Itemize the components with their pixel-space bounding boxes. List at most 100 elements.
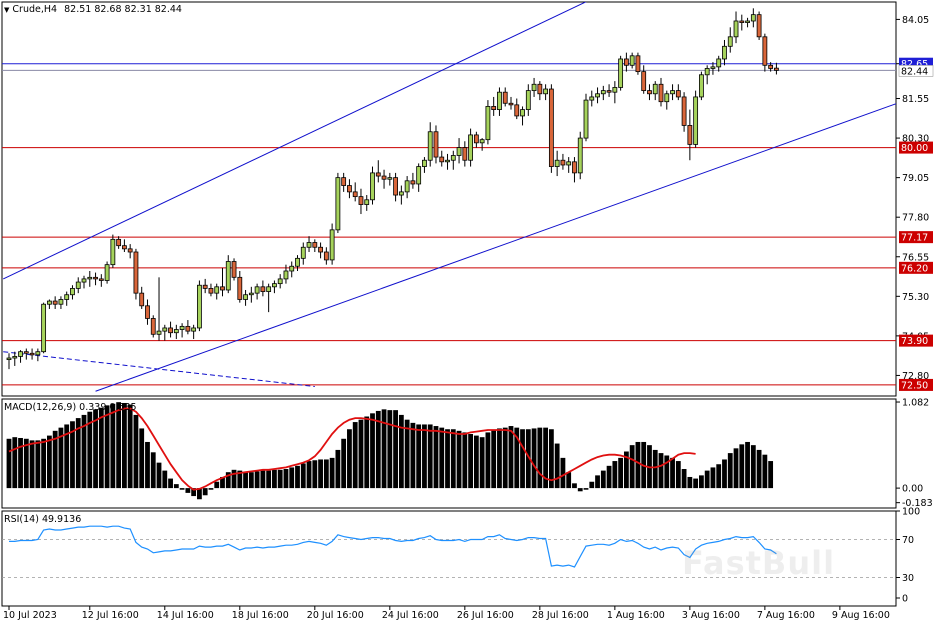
price-panel <box>2 2 896 392</box>
macd-bar <box>427 424 433 489</box>
candle-body-down <box>675 90 681 98</box>
level-tag-label: 72.50 <box>901 380 928 391</box>
macd-bar <box>341 438 347 489</box>
candle-body-down <box>768 64 774 69</box>
macd-bar <box>358 419 364 489</box>
macd-bar <box>202 488 208 496</box>
macd-bar <box>23 438 29 489</box>
macd-frame <box>1 398 897 509</box>
candle <box>606 84 612 97</box>
candle-body-up <box>520 109 525 117</box>
candle <box>445 153 450 170</box>
candle-body-down <box>122 245 127 250</box>
candle-body-up <box>70 288 75 296</box>
candle-body-down <box>756 14 762 38</box>
macd-bar <box>433 426 439 489</box>
candle <box>162 324 168 341</box>
macd-bar <box>635 441 641 489</box>
macd-bar <box>347 429 352 489</box>
macd-bar <box>485 432 491 489</box>
candle-body-up <box>335 177 341 231</box>
candle <box>577 131 583 180</box>
candle-body-up <box>87 276 93 280</box>
macd-bar <box>75 418 81 489</box>
candle <box>185 320 191 335</box>
candle <box>525 84 531 116</box>
macd-bar <box>612 461 618 489</box>
macd-bar <box>652 449 658 489</box>
collapse-triangle-icon[interactable]: ▼ <box>4 6 10 14</box>
candle-body-up <box>197 284 202 329</box>
macd-bar <box>231 469 237 489</box>
macd-bar <box>681 469 687 489</box>
candle <box>704 65 710 85</box>
macd-bar <box>566 472 572 489</box>
macd-bar <box>462 432 468 489</box>
candle-body-down <box>323 251 329 261</box>
candle <box>485 100 491 145</box>
macd-bar <box>393 410 398 489</box>
macd-bar <box>225 472 231 489</box>
candle <box>381 169 387 189</box>
price-tick-label: 76.55 <box>902 252 929 263</box>
candle-body-down <box>491 106 497 110</box>
candle <box>710 62 716 75</box>
macd-bar <box>716 464 722 489</box>
candle-body-up <box>612 87 618 93</box>
macd-bar <box>710 467 716 489</box>
candle <box>306 236 312 253</box>
candle-body-up <box>35 351 41 356</box>
macd-bar <box>323 459 329 489</box>
candle-body-down <box>410 180 416 185</box>
candle <box>341 172 347 192</box>
macd-bar <box>733 448 739 489</box>
candle-body-up <box>543 88 549 95</box>
macd-bar <box>272 469 277 489</box>
candle <box>422 157 427 173</box>
candle <box>214 283 220 300</box>
candle <box>750 8 756 28</box>
macd-bar <box>439 427 445 489</box>
macd-bar <box>520 429 525 489</box>
candle <box>300 242 306 265</box>
candle-body-down <box>439 156 445 163</box>
candle-body-down <box>260 286 266 292</box>
candle <box>127 244 133 259</box>
candle <box>745 17 750 28</box>
macd-tick-label: 0.00 <box>902 484 923 495</box>
candle-body-down <box>762 36 768 66</box>
candle-body-down <box>98 278 104 281</box>
time-tick-label: 10 Jul 2023 <box>3 610 57 621</box>
candle <box>173 324 179 340</box>
macd-bar <box>525 429 531 489</box>
candle-body-down <box>312 242 318 248</box>
level-tag <box>899 231 933 244</box>
candle-body-down <box>133 251 139 294</box>
rsi-panel <box>2 525 896 578</box>
candle <box>456 138 462 164</box>
macd-bar <box>318 459 323 489</box>
candle-body-up <box>727 36 733 47</box>
rsi-tick-label: 70 <box>902 535 914 546</box>
candle <box>393 172 398 202</box>
macd-bar <box>572 483 577 489</box>
time-tick-label: 3 Aug 16:00 <box>682 610 740 621</box>
candle <box>18 350 23 363</box>
macd-bar <box>300 463 306 489</box>
macd-bar <box>508 426 514 489</box>
candle <box>81 275 87 289</box>
candle-body-down <box>127 248 133 253</box>
candle <box>191 324 197 340</box>
candle-body-up <box>577 137 583 174</box>
macd-bar <box>295 465 300 489</box>
macd-bar <box>450 429 456 489</box>
candle-body-down <box>473 134 479 144</box>
macd-bar <box>104 405 110 489</box>
candle-body-up <box>179 325 185 330</box>
candle-body-up <box>110 238 116 266</box>
candle-body-down <box>145 305 150 319</box>
level-tag-label: 80.00 <box>901 143 928 154</box>
macd-bar <box>87 411 93 489</box>
channel-line <box>3 2 587 280</box>
